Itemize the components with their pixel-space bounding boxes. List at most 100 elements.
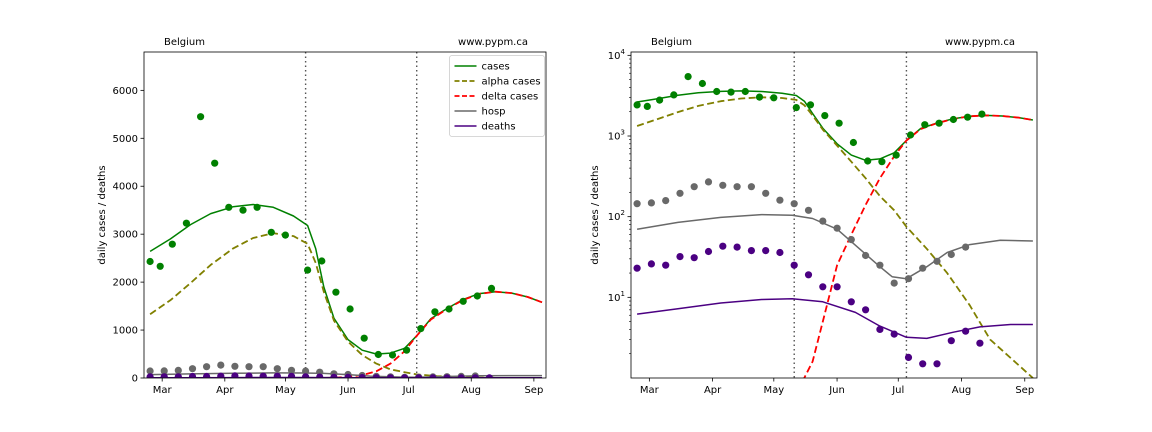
data-point-hosp bbox=[833, 224, 841, 232]
data-point-deaths bbox=[259, 372, 267, 378]
data-point-cases bbox=[281, 231, 289, 239]
y-tick-label: 1000 bbox=[113, 326, 138, 337]
data-point-cases bbox=[935, 119, 943, 127]
y-tick-label: 104 bbox=[608, 48, 626, 62]
data-point-deaths bbox=[273, 372, 281, 378]
data-point-cases bbox=[633, 101, 641, 109]
series-line-delta-cases bbox=[803, 114, 1034, 378]
x-tick-label: May bbox=[763, 385, 784, 396]
y-tick-label: 101 bbox=[608, 290, 625, 304]
plot-frame bbox=[630, 51, 1038, 379]
data-point-cases bbox=[670, 91, 678, 99]
data-point-cases bbox=[713, 87, 721, 96]
data-point-deaths bbox=[217, 372, 225, 378]
x-tick-label: Sep bbox=[524, 385, 543, 396]
data-point-hosp bbox=[217, 361, 225, 369]
data-point-hosp bbox=[259, 363, 267, 371]
data-point-deaths bbox=[704, 247, 713, 256]
data-point-hosp bbox=[747, 183, 756, 191]
data-point-cases bbox=[360, 334, 368, 342]
legend-label: hosp bbox=[482, 107, 506, 118]
data-point-hosp bbox=[847, 236, 855, 244]
x-tick-label: May bbox=[275, 385, 296, 396]
data-point-deaths bbox=[962, 327, 970, 335]
data-point-deaths bbox=[747, 247, 756, 255]
data-point-cases bbox=[835, 119, 843, 127]
data-point-cases bbox=[417, 325, 425, 333]
data-point-hosp bbox=[273, 365, 281, 373]
data-point-deaths bbox=[160, 373, 168, 378]
data-point-deaths bbox=[245, 372, 253, 378]
legend-label: deaths bbox=[482, 122, 516, 133]
data-point-hosp bbox=[776, 196, 784, 204]
x-tick-label: Aug bbox=[461, 385, 481, 396]
data-point-hosp bbox=[962, 243, 970, 251]
x-tick-label: Jul bbox=[891, 385, 904, 396]
data-point-deaths bbox=[188, 372, 197, 378]
data-point-deaths bbox=[890, 330, 898, 338]
data-point-cases bbox=[225, 203, 233, 211]
data-point-deaths bbox=[804, 271, 813, 279]
data-point-cases bbox=[431, 308, 439, 316]
data-point-hosp bbox=[890, 279, 898, 287]
data-point-cases bbox=[906, 131, 915, 139]
y-tick-label: 103 bbox=[608, 129, 625, 143]
data-point-cases bbox=[388, 351, 397, 359]
data-point-cases bbox=[656, 96, 664, 104]
data-point-cases bbox=[878, 158, 886, 166]
data-point-deaths bbox=[231, 372, 239, 378]
data-point-hosp bbox=[733, 183, 741, 191]
country-label: Belgium bbox=[164, 37, 205, 48]
data-point-cases bbox=[806, 101, 815, 109]
data-point-hosp bbox=[919, 264, 927, 272]
data-point-hosp bbox=[146, 367, 154, 375]
data-point-deaths bbox=[174, 373, 182, 378]
data-point-hosp bbox=[690, 183, 698, 191]
y-tick-label: 102 bbox=[608, 209, 625, 223]
data-point-hosp bbox=[876, 261, 884, 269]
data-point-cases bbox=[211, 159, 219, 167]
data-point-cases bbox=[684, 73, 692, 81]
data-point-deaths bbox=[471, 374, 479, 378]
data-point-deaths bbox=[733, 243, 741, 251]
y-tick-label: 2000 bbox=[113, 278, 138, 289]
data-point-cases bbox=[346, 305, 354, 313]
x-tick-label: Mar bbox=[153, 385, 173, 396]
data-point-deaths bbox=[330, 373, 338, 378]
legend: cases alpha cases delta cases hosp deaths bbox=[449, 55, 545, 137]
data-point-hosp bbox=[245, 363, 253, 371]
data-point-cases bbox=[267, 228, 275, 236]
data-point-hosp bbox=[160, 367, 168, 375]
x-tick-label: Apr bbox=[216, 385, 234, 396]
data-point-deaths bbox=[819, 283, 827, 291]
data-point-cases bbox=[374, 350, 382, 359]
data-point-cases bbox=[821, 112, 829, 120]
plot-frame bbox=[143, 51, 547, 379]
data-point-hosp bbox=[804, 206, 813, 214]
data-point-hosp bbox=[231, 362, 239, 370]
data-point-cases bbox=[949, 115, 958, 124]
x-tick-label: Jul bbox=[402, 385, 415, 396]
data-point-cases bbox=[849, 138, 858, 147]
data-point-hosp bbox=[676, 189, 684, 197]
data-point-deaths bbox=[203, 372, 211, 378]
data-point-deaths bbox=[976, 339, 984, 347]
data-point-hosp bbox=[633, 200, 641, 208]
data-point-cases bbox=[304, 266, 312, 274]
data-point-deaths bbox=[401, 374, 409, 378]
data-point-deaths bbox=[919, 360, 927, 368]
y-tick-label: 0 bbox=[132, 374, 138, 385]
series-line-hosp bbox=[150, 372, 542, 378]
linear-chart-panel: Mar Apr May Jun Jul Aug Sep 0 1000 2000 3000 4000 5… bbox=[97, 37, 547, 396]
data-point-cases bbox=[253, 203, 261, 211]
x-tick-label: Jun bbox=[339, 385, 356, 396]
data-point-cases bbox=[182, 219, 190, 227]
data-point-hosp bbox=[933, 257, 941, 265]
data-point-deaths bbox=[876, 325, 884, 333]
data-point-deaths bbox=[862, 306, 870, 314]
data-point-deaths bbox=[146, 373, 154, 378]
data-point-cases bbox=[318, 257, 326, 265]
data-point-deaths bbox=[287, 372, 296, 378]
y-tick-label: 5000 bbox=[113, 134, 138, 145]
data-point-hosp bbox=[790, 200, 798, 208]
